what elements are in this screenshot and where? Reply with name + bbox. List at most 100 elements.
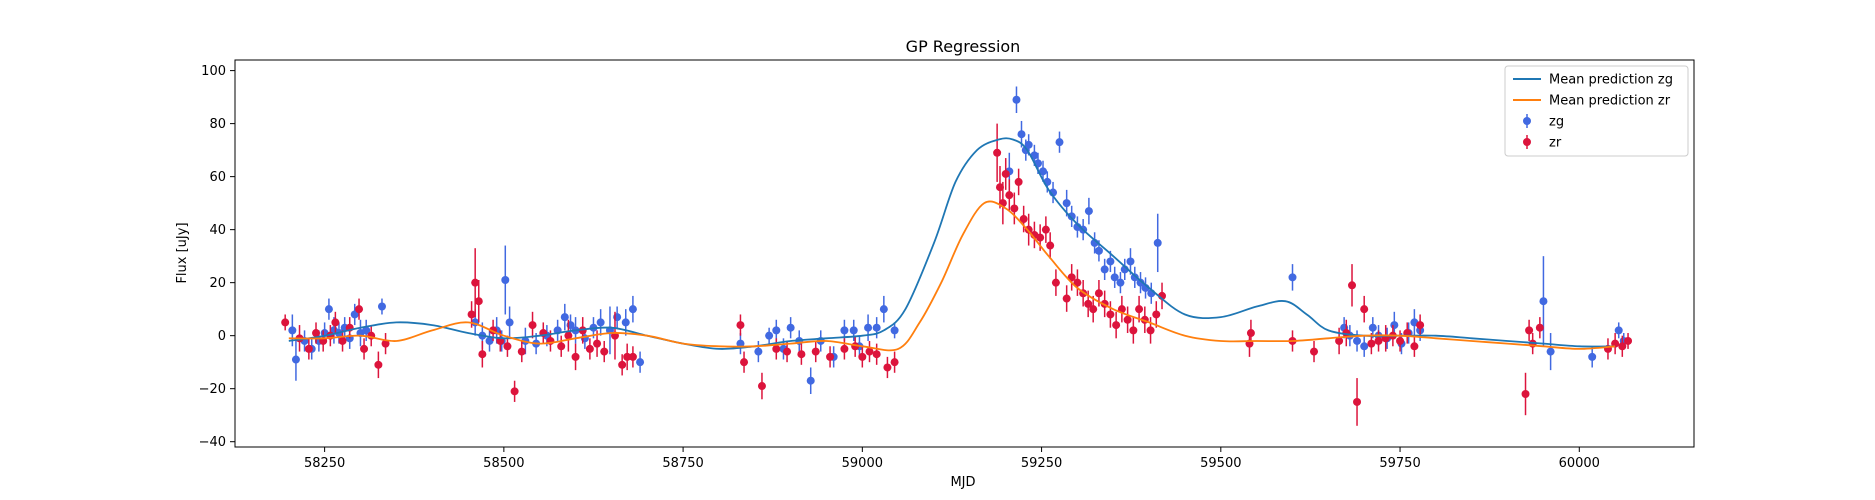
- legend-box: [1504, 65, 1689, 157]
- legend-label: Mean prediction zr: [1549, 94, 1671, 109]
- legend-label: Mean prediction zg: [1549, 73, 1673, 88]
- data-point: [623, 352, 632, 361]
- data-point: [1012, 95, 1021, 104]
- data-point: [865, 347, 874, 356]
- data-point: [593, 339, 602, 348]
- data-point: [1084, 207, 1093, 216]
- data-point: [1106, 310, 1115, 319]
- chart-title: GP Regression: [906, 37, 1021, 56]
- data-point: [1116, 278, 1125, 287]
- data-point: [890, 358, 899, 367]
- y-tick-label: 60: [209, 170, 226, 185]
- x-tick-label: 59250: [1021, 456, 1062, 471]
- data-point: [1017, 130, 1026, 139]
- data-point: [1067, 212, 1076, 221]
- data-point: [786, 323, 795, 332]
- data-point: [560, 313, 569, 322]
- y-axis: −40 −20 0 20 40 60 80 100: [199, 64, 235, 450]
- y-tick-label: 80: [209, 117, 226, 132]
- data-point: [736, 321, 745, 330]
- data-point: [474, 297, 483, 306]
- data-point: [783, 347, 792, 356]
- data-point: [1360, 342, 1369, 351]
- data-point: [571, 352, 580, 361]
- data-point: [806, 376, 815, 385]
- data-point: [1100, 265, 1109, 274]
- data-point: [485, 336, 494, 345]
- legend-item: zg: [1523, 114, 1564, 130]
- data-point: [362, 326, 371, 335]
- data-point: [636, 358, 645, 367]
- data-point: [1046, 241, 1055, 250]
- legend-item: zr: [1523, 135, 1562, 151]
- data-point: [360, 344, 369, 353]
- data-point: [1041, 225, 1050, 234]
- data-point: [1051, 278, 1060, 287]
- data-point: [1246, 329, 1255, 338]
- data-point: [1130, 273, 1139, 282]
- data-point: [995, 183, 1004, 192]
- data-point: [350, 310, 359, 319]
- data-point: [772, 344, 781, 353]
- x-axis: 58250 58500 58750 59000 59250 59500 59750 60000: [304, 447, 1600, 471]
- data-point: [621, 318, 630, 327]
- data-point: [864, 323, 873, 332]
- data-point: [1390, 321, 1399, 330]
- data-point: [1024, 140, 1033, 149]
- data-point: [1039, 167, 1048, 176]
- data-point: [797, 350, 806, 359]
- y-tick-label: 40: [209, 223, 226, 238]
- data-point: [1335, 336, 1344, 345]
- data-point: [628, 305, 637, 314]
- data-point: [324, 305, 333, 314]
- legend-marker-swatch: [1523, 117, 1531, 125]
- data-point: [1360, 305, 1369, 314]
- data-point: [1135, 305, 1144, 314]
- data-point: [1521, 389, 1530, 398]
- legend-item: Mean prediction zg: [1513, 73, 1673, 88]
- data-point: [1129, 326, 1138, 335]
- data-point: [872, 350, 881, 359]
- data-point: [1367, 339, 1376, 348]
- x-axis-label: MJD: [950, 475, 975, 490]
- data-point: [381, 339, 390, 348]
- data-point: [1073, 278, 1082, 287]
- y-tick-label: 100: [201, 64, 226, 79]
- data-point: [304, 344, 313, 353]
- legend-marker-swatch: [1523, 138, 1531, 146]
- data-point: [1036, 233, 1045, 242]
- data-point: [879, 305, 888, 314]
- data-point: [338, 336, 347, 345]
- data-point: [1153, 238, 1162, 247]
- data-point: [517, 347, 526, 356]
- x-tick-label: 58250: [304, 456, 345, 471]
- legend: Mean prediction zg Mean prediction zr zg zr: [1504, 65, 1689, 157]
- data-point: [1136, 278, 1145, 287]
- x-tick-label: 58750: [662, 456, 703, 471]
- x-tick-label: 60000: [1559, 456, 1600, 471]
- data-point: [1014, 177, 1023, 186]
- x-tick-label: 59750: [1379, 456, 1420, 471]
- data-point: [288, 326, 297, 335]
- data-point: [377, 302, 386, 311]
- y-tick-label: −40: [199, 435, 226, 450]
- y-tick-label: 0: [218, 329, 226, 344]
- plot-frame: [234, 59, 1695, 448]
- data-point: [600, 347, 609, 356]
- data-point: [754, 347, 763, 356]
- data-point: [1353, 336, 1362, 345]
- data-point: [291, 355, 300, 364]
- data-point: [618, 360, 627, 369]
- data-point: [1374, 336, 1383, 345]
- data-point: [1005, 191, 1014, 200]
- data-point: [740, 358, 749, 367]
- legend-label: zr: [1549, 136, 1562, 151]
- data-point: [331, 318, 340, 327]
- data-point: [849, 326, 858, 335]
- data-point: [1525, 326, 1534, 335]
- data-point: [628, 352, 637, 361]
- data-point: [312, 329, 321, 338]
- data-point: [840, 344, 849, 353]
- data-point: [503, 342, 512, 351]
